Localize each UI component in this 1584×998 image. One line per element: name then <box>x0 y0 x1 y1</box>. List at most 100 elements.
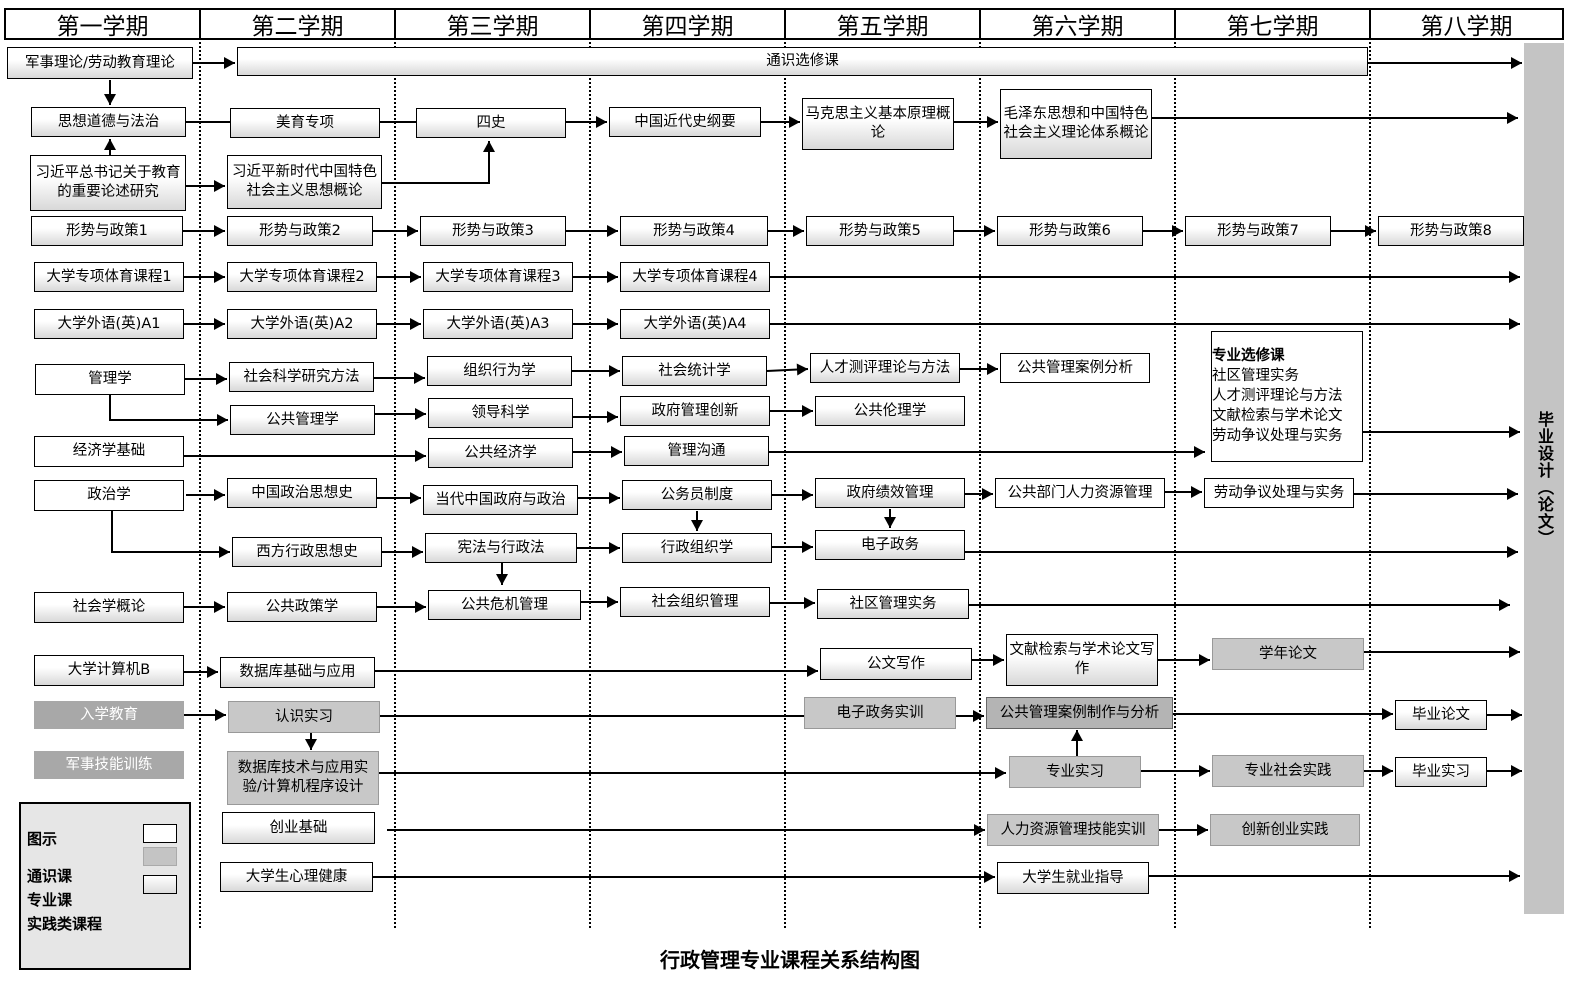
arrowhead-icon <box>611 446 622 458</box>
course-box: 毕业实习 <box>1395 757 1487 787</box>
arrowhead-icon <box>415 408 426 420</box>
arrowhead-icon <box>1507 112 1518 124</box>
arrowhead-icon <box>414 372 425 384</box>
arrowhead-icon <box>607 596 618 608</box>
course-box: 公共管理学 <box>230 405 375 435</box>
semester-divider <box>1174 42 1176 928</box>
course-box: 人力资源管理技能实训 <box>987 814 1159 846</box>
course-box: 西方行政思想史 <box>232 537 382 567</box>
arrowhead-icon <box>215 709 226 721</box>
course-box: 美育专项 <box>230 108 380 138</box>
connector-line <box>109 395 228 421</box>
course-box: 中国近代史纲要 <box>609 107 761 137</box>
course-box: 公文写作 <box>820 648 972 680</box>
course-box: 组织行为学 <box>427 356 572 386</box>
arrowhead-icon <box>973 710 984 722</box>
semester-divider <box>1369 42 1371 928</box>
arrowhead-icon <box>982 488 993 500</box>
arrowhead-icon <box>104 139 116 150</box>
connector-line <box>111 511 230 553</box>
graduation-design-bar: 毕业设计（论文） <box>1524 43 1564 914</box>
arrowhead-icon <box>1507 546 1518 558</box>
arrowhead-icon <box>214 489 225 501</box>
course-box: 当代中国政府与政治 <box>423 485 578 515</box>
semester-divider <box>589 42 591 928</box>
semester-header: 第六学期 <box>979 8 1174 40</box>
course-box: 毛泽东思想和中国特色社会主义理论体系概论 <box>1000 89 1152 159</box>
course-box: 通识选修课 <box>237 47 1368 76</box>
course-box: 公务员制度 <box>622 480 772 510</box>
semester-header: 第七学期 <box>1174 8 1369 40</box>
arrowhead-icon <box>1382 765 1393 777</box>
legend-swatch-gradient <box>143 875 177 894</box>
course-box: 经济学基础 <box>34 436 184 467</box>
arrowhead-icon <box>216 373 227 385</box>
diagram-title: 行政管理专业课程关系结构图 <box>660 948 920 972</box>
semester-header: 第二学期 <box>199 8 394 40</box>
course-box: 专业社会实践 <box>1212 755 1364 787</box>
arrowhead-icon <box>1191 486 1202 498</box>
arrowhead-icon <box>987 363 998 375</box>
arrowhead-icon <box>607 225 618 237</box>
course-box: 公共部门人力资源管理 <box>995 478 1165 508</box>
course-box: 形势与政策4 <box>620 216 768 246</box>
arrowhead-icon <box>609 542 620 554</box>
arrowhead-icon <box>691 520 703 531</box>
course-box: 大学生心理健康 <box>220 862 373 892</box>
arrowhead-icon <box>807 665 818 677</box>
course-box: 形势与政策8 <box>1378 216 1524 246</box>
course-box: 大学计算机B <box>34 655 184 686</box>
course-box: 公共政策学 <box>227 592 377 622</box>
arrowhead-icon <box>993 654 1004 666</box>
arrowhead-icon <box>214 225 225 237</box>
course-box: 人才测评理论与方法 <box>810 353 960 383</box>
course-box: 数据库基础与应用 <box>220 657 375 688</box>
connector-line <box>382 141 490 184</box>
course-box: 政府管理创新 <box>620 396 770 426</box>
arrowhead-icon <box>596 116 607 128</box>
arrowhead-icon <box>410 271 421 283</box>
arrowhead-icon <box>1509 646 1520 658</box>
arrowhead-icon <box>1382 708 1393 720</box>
course-box: 四史 <box>416 108 566 138</box>
arrowhead-icon <box>1511 57 1522 69</box>
course-box: 劳动争议处理与实务 <box>1204 478 1354 508</box>
course-box: 电子政务实训 <box>804 697 956 729</box>
electives-title: 专业选修课 <box>1212 348 1285 364</box>
semester-divider <box>784 42 786 928</box>
elective-item: 劳动争议处理与实务 <box>1212 428 1343 444</box>
course-box: 政府绩效管理 <box>815 478 965 508</box>
arrowhead-icon <box>607 411 618 423</box>
arrowhead-icon <box>224 57 235 69</box>
legend-practice: 实践类课程 <box>27 915 103 933</box>
arrowhead-icon <box>412 546 423 558</box>
arrowhead-icon <box>219 546 230 558</box>
arrowhead-icon <box>1199 654 1210 666</box>
major-electives-box: 专业选修课 社区管理实务 人才测评理论与方法 文献检索与学术论文 劳动争议处理与… <box>1211 331 1363 462</box>
arrowhead-icon <box>1194 446 1205 458</box>
semester-header: 第一学期 <box>4 8 199 40</box>
course-box: 形势与政策3 <box>420 216 566 246</box>
course-box: 习近平总书记关于教育的重要论述研究 <box>30 155 186 211</box>
semester-header: 第三学期 <box>394 8 589 40</box>
arrowhead-icon <box>214 318 225 330</box>
course-box: 创新创业实践 <box>1210 814 1360 846</box>
course-box: 电子政务 <box>815 530 965 560</box>
arrowhead-icon <box>607 271 618 283</box>
course-box: 大学专项体育课程1 <box>34 262 184 292</box>
course-box: 公共经济学 <box>428 438 573 468</box>
arrowhead-icon <box>1509 271 1520 283</box>
arrowhead-icon <box>984 871 995 883</box>
semester-header: 第五学期 <box>784 8 979 40</box>
course-box: 认识实习 <box>228 701 380 733</box>
arrowhead-icon <box>609 492 620 504</box>
arrowhead-icon <box>796 363 808 376</box>
arrowhead-icon <box>1199 765 1210 777</box>
course-box: 大学专项体育课程3 <box>423 262 573 292</box>
course-box: 文献检索与学术论文写作 <box>1006 634 1158 686</box>
arrowhead-icon <box>214 601 225 613</box>
arrowhead-icon <box>609 365 620 377</box>
semester-header: 第八学期 <box>1369 8 1564 40</box>
legend-title: 图示 <box>27 830 58 848</box>
arrowhead-icon <box>1499 599 1510 611</box>
